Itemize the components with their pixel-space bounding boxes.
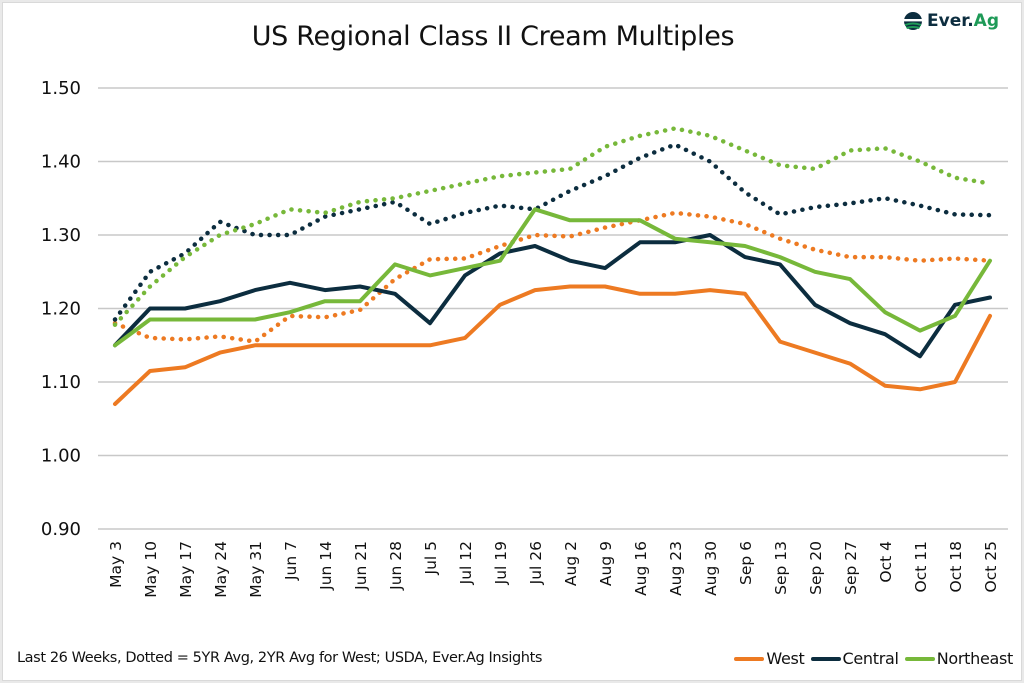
logo-text-primary: Ever. bbox=[927, 11, 974, 31]
ever-ag-logo-icon bbox=[903, 12, 924, 30]
x-tick-label: Oct 18 bbox=[947, 541, 965, 592]
y-tick-label: 1.00 bbox=[41, 446, 81, 467]
legend-item-west: West bbox=[734, 649, 805, 668]
x-tick-label: Aug 30 bbox=[702, 541, 720, 596]
x-tick-label: Oct 25 bbox=[982, 541, 1000, 592]
x-tick-label: May 10 bbox=[142, 541, 160, 598]
series-lines bbox=[112, 126, 993, 406]
y-tick-label: 0.90 bbox=[41, 519, 81, 540]
x-tick-label: Aug 9 bbox=[597, 541, 615, 586]
x-tick-label: May 31 bbox=[247, 541, 265, 598]
x-tick-label: Jul 19 bbox=[492, 541, 510, 585]
y-tick-label: 1.10 bbox=[41, 372, 81, 393]
legend-label-west: West bbox=[766, 649, 805, 668]
y-tick-label: 1.50 bbox=[41, 78, 81, 99]
source-footnote: Last 26 Weeks, Dotted = 5YR Avg, 2YR Avg… bbox=[17, 650, 543, 666]
chart-title: US Regional Class II Cream Multiples bbox=[251, 21, 735, 52]
legend-label-northeast: Northeast bbox=[936, 649, 1014, 668]
x-tick-label: Jun 21 bbox=[352, 541, 370, 591]
series-line-northeast bbox=[113, 207, 992, 348]
ever-ag-logo: Ever.Ag bbox=[902, 11, 999, 31]
x-tick-label: Aug 23 bbox=[667, 541, 685, 596]
x-tick-label: Aug 16 bbox=[632, 541, 650, 596]
legend-swatch-central bbox=[810, 656, 841, 661]
logo-text-secondary: Ag bbox=[973, 11, 999, 31]
plot-area: 1.50 1.40 1.30 1.20 1.10 1.00 0.90 May 3 May 10… bbox=[41, 78, 1008, 598]
x-tick-label: Jul 12 bbox=[457, 541, 475, 585]
legend-item-northeast: Northeast bbox=[904, 649, 1014, 668]
legend-label-central: Central bbox=[842, 649, 899, 668]
legend-swatch-northeast bbox=[904, 656, 935, 661]
x-tick-label: Oct 4 bbox=[877, 541, 895, 583]
legend-swatch-west bbox=[734, 656, 765, 661]
series-line-west bbox=[113, 284, 992, 406]
gridlines bbox=[98, 87, 1008, 530]
series-line-northeast-5yr-avg bbox=[112, 126, 993, 327]
x-axis-ticks: May 3 May 10 May 17 May 24 May 31 Jun 7 Jun 14… bbox=[107, 541, 1000, 598]
x-tick-label: Sep 27 bbox=[842, 541, 860, 595]
x-tick-label: Jun 7 bbox=[282, 541, 300, 581]
x-tick-label: May 3 bbox=[107, 541, 125, 588]
x-tick-label: May 17 bbox=[177, 541, 195, 598]
x-tick-label: Sep 6 bbox=[737, 541, 755, 585]
x-tick-label: May 24 bbox=[212, 541, 230, 598]
y-axis-ticks: 1.50 1.40 1.30 1.20 1.10 1.00 0.90 bbox=[41, 78, 81, 540]
series-line-central-5yr-avg bbox=[112, 142, 993, 322]
x-tick-label: Sep 13 bbox=[772, 541, 790, 595]
series-line-central bbox=[113, 233, 992, 359]
y-tick-label: 1.40 bbox=[41, 152, 81, 173]
x-tick-label: Aug 2 bbox=[562, 541, 580, 586]
legend-item-central: Central bbox=[810, 649, 899, 668]
y-tick-label: 1.20 bbox=[41, 299, 81, 320]
y-tick-label: 1.30 bbox=[41, 225, 81, 246]
legend: West Central Northeast bbox=[734, 649, 1013, 668]
x-tick-label: Jul 26 bbox=[527, 541, 545, 585]
x-tick-label: Jun 28 bbox=[387, 541, 405, 591]
x-tick-label: Jun 14 bbox=[317, 541, 335, 591]
series-line-west-2yr-avg bbox=[112, 210, 993, 344]
x-tick-label: Oct 11 bbox=[912, 541, 930, 592]
x-tick-label: Sep 20 bbox=[807, 541, 825, 595]
x-tick-label: Jul 5 bbox=[422, 541, 440, 576]
logo-text: Ever.Ag bbox=[927, 11, 999, 31]
